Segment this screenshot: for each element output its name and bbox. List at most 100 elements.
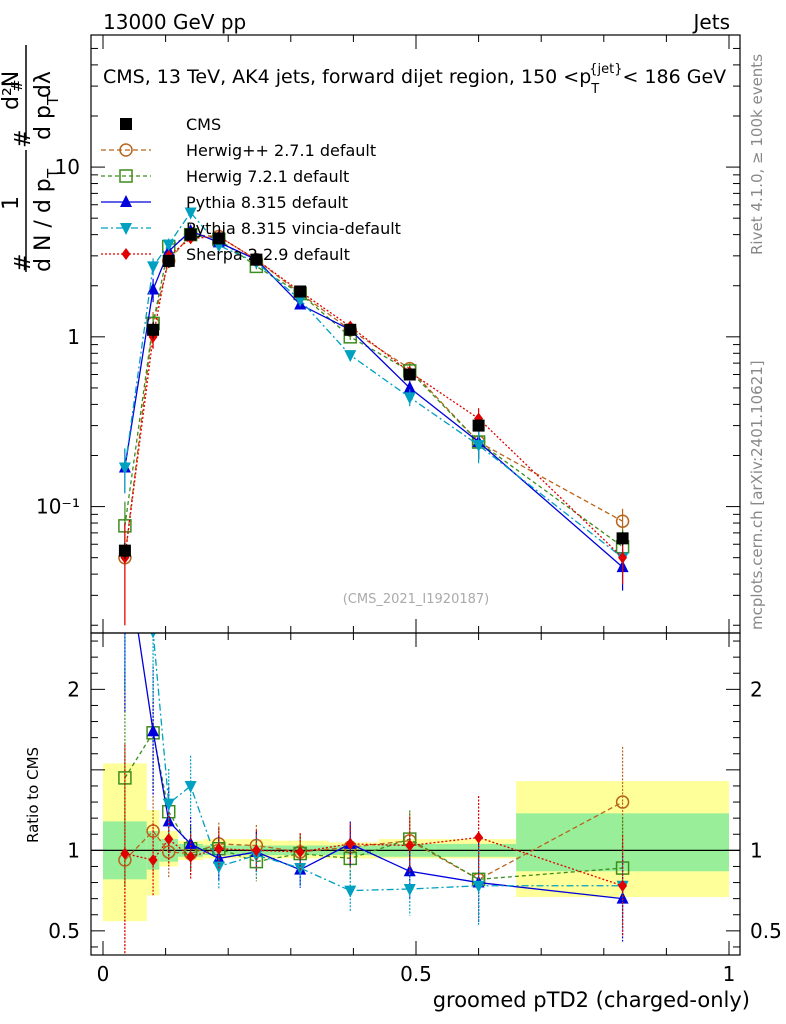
ratio-point (618, 879, 628, 892)
ratio-point (295, 845, 305, 858)
legend-marker (119, 143, 133, 157)
header-jets: Jets (692, 10, 730, 34)
ylabel-one: 1 (0, 196, 24, 210)
legend-label: Sherpa 2.2.9 default (186, 245, 350, 264)
x-tick-label: 1 (723, 962, 736, 986)
legend-marker (120, 195, 132, 207)
data-point (162, 239, 175, 252)
ratio-panel: 0.5 0.5 1 1 2 2 (48, 632, 782, 956)
data-point (118, 544, 131, 557)
ratio-point (344, 885, 357, 898)
series-herwig-7-2-1-default (118, 227, 630, 569)
data-point (294, 285, 307, 298)
ratio-point (150, 633, 156, 639)
data-point (294, 294, 307, 307)
ylabel-hash-3: # (8, 79, 26, 92)
ratio-point (162, 798, 175, 811)
chart-title-main: CMS, 13 TeV, AK4 jets, forward dijet reg… (103, 66, 591, 88)
data-point (184, 228, 197, 241)
data-point (615, 514, 630, 528)
series-cms (118, 228, 629, 560)
data-point (472, 440, 485, 453)
y-tick-label-ratio: 1 (67, 838, 80, 862)
y-tick-label-ratio-right: 0.5 (750, 919, 782, 943)
ratio-point (251, 844, 261, 857)
legend-entry: Pythia 8.315 vincia-default (101, 219, 401, 238)
series-pythia-8-315-default (118, 224, 629, 591)
header-energy: 13000 GeV pp (103, 10, 246, 34)
series-line (124, 230, 624, 568)
y-tick-label-ratio: 2 (67, 677, 80, 701)
y-tick-label-ratio-right: 2 (750, 677, 763, 701)
mcplots-label: mcplots.cern.ch [arXiv:2401.10621] (748, 360, 766, 630)
data-point (618, 551, 628, 564)
series-line (124, 233, 623, 558)
ratio-point (148, 854, 158, 867)
legend-entry: Pythia 8.315 default (101, 193, 348, 212)
ratio-point (616, 891, 629, 904)
data-point (616, 532, 629, 545)
series-sherpa-2-2-9-default (120, 230, 628, 626)
y-tick-label-ratio-right: 1 (750, 838, 763, 862)
ylabel-dN-dp: d N / d p (31, 178, 56, 272)
legend-entry: Herwig++ 2.7.1 default (101, 141, 376, 160)
legend-label: Herwig 7.2.1 default (186, 167, 349, 186)
data-point (403, 368, 416, 381)
chart-title-sup: {jet} (589, 62, 622, 77)
data-point (472, 419, 485, 432)
ratio-point (615, 795, 630, 809)
y-tick-label-main: 10⁻¹ (36, 495, 80, 519)
legend-marker (121, 248, 131, 260)
ylabel-d2N: d²N (0, 71, 24, 110)
legend-marker (120, 118, 132, 130)
y-tick-label-ratio: 0.5 (48, 919, 80, 943)
ratio-point (405, 839, 415, 852)
chart-title: CMS, 13 TeV, AK4 jets, forward dijet reg… (103, 62, 726, 97)
legend-entry: Sherpa 2.2.9 default (101, 245, 350, 264)
ylabel-sub-T2: T (44, 95, 62, 106)
ratio-point (214, 842, 224, 855)
ratio-line (152, 633, 623, 892)
ylabel-hash-1: # (11, 254, 36, 272)
data-point (184, 207, 197, 220)
main-panel: 10⁻¹ 1 10 (36, 34, 741, 634)
chart-title-sub: T (590, 82, 599, 97)
data-point (344, 323, 357, 336)
legend: CMS Herwig++ 2.7.1 default Herwig 7.2.1 de… (101, 115, 401, 264)
ratio-point (186, 850, 196, 863)
data-point (147, 282, 160, 295)
x-axis-label: groomed pTD2 (charged-only) (433, 988, 750, 1012)
legend-entry: CMS (120, 115, 221, 134)
legend-marker (120, 223, 132, 235)
ratio-point (120, 847, 130, 860)
ylabel-dp-dlambda: d p dλ (31, 71, 56, 140)
series-line (124, 211, 623, 559)
x-tick-label: 0.5 (400, 962, 432, 986)
ratio-ylabel: Ratio to CMS (24, 747, 42, 843)
ratio-point (164, 833, 174, 846)
y-tick-label-main: 10 (55, 155, 80, 179)
ylabel-sub-T1: T (44, 168, 62, 179)
ylabel-hash-2: # (11, 130, 36, 148)
ratio-point (472, 880, 485, 893)
chart-title-tail: < 186 GeV (622, 66, 726, 88)
data-point (250, 253, 263, 266)
data-point (212, 232, 225, 245)
ratio-point (147, 724, 160, 737)
data-point (403, 392, 416, 405)
main-ylabel: # 1 d N / d p T # d²N d p dλ T # (0, 45, 62, 272)
data-point (118, 462, 131, 475)
legend-label: Pythia 8.315 default (186, 193, 348, 212)
legend-entry: Herwig 7.2.1 default (101, 167, 349, 186)
ratio-point (474, 831, 484, 844)
ratio-point (403, 883, 416, 896)
ratio-point (345, 837, 355, 850)
legend-label: CMS (186, 115, 221, 134)
legend-label: Pythia 8.315 vincia-default (186, 219, 401, 238)
y-tick-label-main: 1 (67, 325, 80, 349)
data-point (147, 323, 160, 336)
data-point (403, 380, 416, 393)
x-tick-label: 0 (97, 962, 110, 986)
ratio-line (124, 731, 623, 880)
